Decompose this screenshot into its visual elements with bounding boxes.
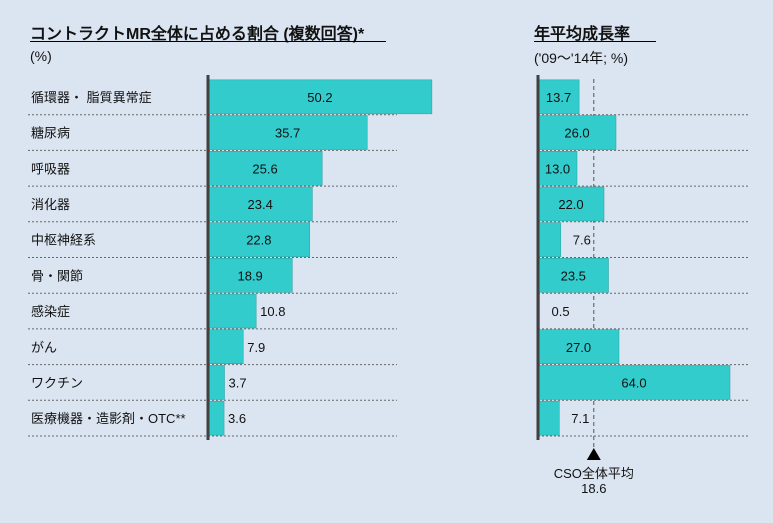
growth-value-label: 64.0 [621, 375, 646, 390]
growth-value-label: 7.1 [571, 411, 589, 426]
share-bar [207, 186, 313, 222]
share-value-label: 7.9 [247, 340, 265, 355]
share-value-label: 3.7 [229, 375, 247, 390]
category-label: 循環器・ 脂質異常症 [31, 90, 152, 105]
growth-bar [537, 79, 580, 115]
growth-bar [537, 400, 560, 436]
share-value-label: 3.6 [228, 411, 246, 426]
category-label: 中枢神経系 [31, 233, 96, 248]
share-bar [207, 400, 225, 436]
growth-bar [537, 115, 617, 150]
growth-bar [537, 151, 578, 186]
growth-value-label: 27.0 [566, 340, 591, 355]
growth-bar [537, 258, 609, 293]
category-label: ワクチン [31, 375, 83, 390]
share-bar [207, 222, 310, 257]
left-chart-unit: (%) [30, 48, 52, 64]
cso-average-value: 18.6 [581, 481, 606, 496]
share-bar [207, 258, 293, 293]
share-value-label: 22.8 [246, 233, 271, 248]
share-value-label: 18.9 [237, 268, 262, 283]
growth-value-label: 22.0 [558, 197, 583, 212]
growth-value-label: 26.0 [564, 126, 589, 141]
category-label: 呼吸器 [31, 161, 70, 176]
right-chart-title: 年平均成長率 [534, 26, 631, 43]
share-bar [207, 79, 433, 115]
right-title-underline [534, 41, 656, 42]
share-value-label: 10.8 [260, 304, 285, 319]
growth-bar [537, 222, 562, 257]
share-bar [207, 151, 323, 186]
category-label: 骨・関節 [31, 268, 83, 283]
share-bar [207, 329, 244, 364]
category-label: がん [31, 340, 57, 355]
category-label: 消化器 [31, 197, 70, 212]
growth-value-label: 13.0 [545, 161, 570, 176]
share-value-label: 35.7 [275, 126, 300, 141]
growth-value-label: 0.5 [552, 304, 570, 319]
share-value-label: 50.2 [307, 90, 332, 105]
category-label: 医療機器・造影剤・OTC** [31, 411, 186, 426]
share-bar [207, 365, 225, 400]
growth-value-label: 23.5 [561, 268, 586, 283]
growth-bar [537, 365, 731, 400]
growth-value-label: 13.7 [546, 90, 571, 105]
share-value-label: 25.6 [252, 161, 277, 176]
left-title-underline [30, 41, 386, 42]
growth-value-label: 7.6 [573, 233, 591, 248]
share-bar [207, 293, 257, 329]
share-bar [207, 115, 368, 150]
growth-bar [537, 186, 605, 222]
cso-average-label: CSO全体平均 [554, 466, 634, 481]
right-chart-unit: ('09～'14年; %) [534, 50, 629, 66]
cso-marker-triangle [586, 448, 601, 460]
share-value-label: 23.4 [248, 197, 273, 212]
left-chart-title: コントラクトMR全体に占める割合 (複数回答)* [30, 26, 365, 43]
category-label: 感染症 [31, 304, 70, 319]
category-label: 糖尿病 [31, 126, 70, 141]
growth-bar [537, 329, 620, 364]
